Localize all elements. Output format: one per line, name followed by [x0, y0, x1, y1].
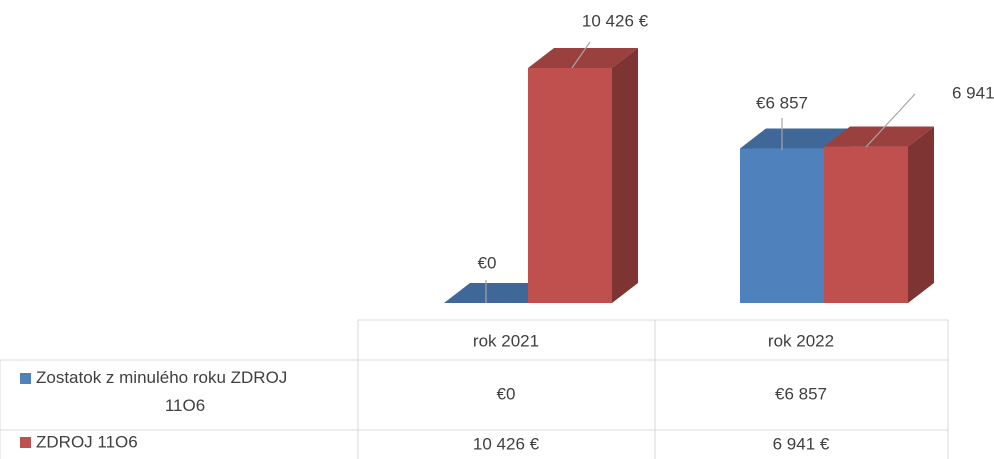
data-label: €6 857: [756, 93, 808, 112]
bar-top: [528, 48, 638, 68]
legend-label-line: Zostatok z minulého roku ZDROJ: [36, 368, 287, 387]
bar: [740, 148, 824, 303]
data-label: 10 426 €: [582, 11, 649, 30]
data-label: €0: [478, 253, 497, 272]
bar-top: [740, 128, 850, 149]
table-cell: 6 941 €: [773, 434, 830, 453]
bar-side: [612, 48, 638, 303]
table-header: rok 2022: [768, 331, 834, 350]
table-cell: 10 426 €: [473, 434, 540, 453]
leader-line: [865, 93, 916, 148]
legend-key: [20, 437, 31, 448]
bar-side: [908, 126, 934, 304]
legend-label: Zostatok z minulého roku ZDROJ 11O6: [36, 368, 287, 415]
table-header: rok 2021: [473, 331, 539, 350]
data-table-grid: [0, 319, 949, 459]
table-cell: €0: [497, 384, 516, 403]
legend-label: ZDROJ 11O6: [36, 432, 138, 451]
leader-line: [571, 41, 591, 69]
bar-top: [824, 126, 934, 147]
data-label: 6 941 €: [952, 83, 994, 102]
bar: [824, 146, 908, 303]
legend-label-line: 11O6: [165, 396, 205, 415]
bar-top: [444, 283, 554, 303]
table-cell: €6 857: [775, 384, 827, 403]
bar: [528, 68, 612, 303]
legend-key: [20, 373, 31, 384]
